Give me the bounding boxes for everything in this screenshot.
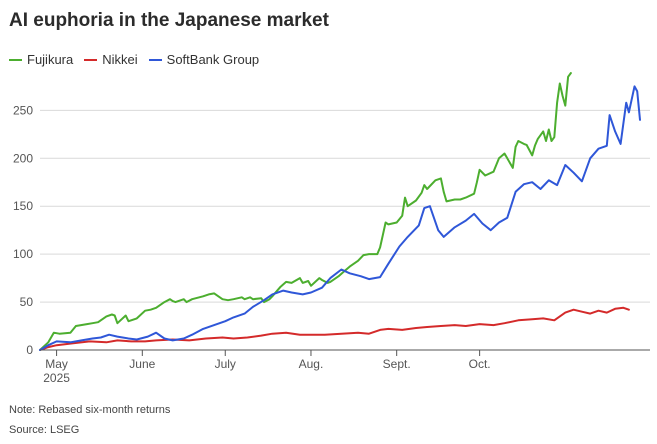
y-tick-label-250: 250 [13,103,33,117]
x-tick-label-oct: Oct. [469,357,491,371]
chart-legend: Fujikura Nikkei SoftBank Group [9,52,270,67]
legend-item-softbank: SoftBank Group [148,52,260,67]
legend-label-nikkei: Nikkei [102,52,138,67]
chart-source: Source: LSEG [9,424,80,436]
x-tick-label-july: July [215,357,236,371]
series-line-softbank-group [39,85,641,351]
legend-swatch-fujikura [9,58,22,61]
chart-title: AI euphoria in the Japanese market [9,10,329,31]
legend-item-nikkei: Nikkei [84,52,138,67]
legend-label-softbank: SoftBank Group [166,52,260,67]
x-tick-label-sept: Sept. [383,357,411,371]
x-tick-label-may: May [45,357,68,371]
y-tick-label-0: 0 [26,343,33,357]
legend-swatch-nikkei [84,58,98,61]
series-line-nikkei [39,306,630,351]
y-tick-label-50: 50 [20,295,34,309]
legend-label-fujikura: Fujikura [27,52,74,67]
x-tick-label-june: June [129,357,155,371]
x-tick-sublabel-may: 2025 [43,371,70,385]
legend-item-fujikura: Fujikura [9,52,73,67]
chart-note: Note: Rebased six-month returns [9,404,171,416]
series-layer [39,72,641,351]
series-line-fujikura [39,72,572,351]
legend-swatch-softbank [148,58,162,61]
y-tick-label-100: 100 [13,247,33,261]
x-tick-label-aug: Aug. [299,357,324,371]
y-tick-label-150: 150 [13,199,33,213]
grid-layer [40,109,650,303]
y-tick-label-200: 200 [13,151,33,165]
